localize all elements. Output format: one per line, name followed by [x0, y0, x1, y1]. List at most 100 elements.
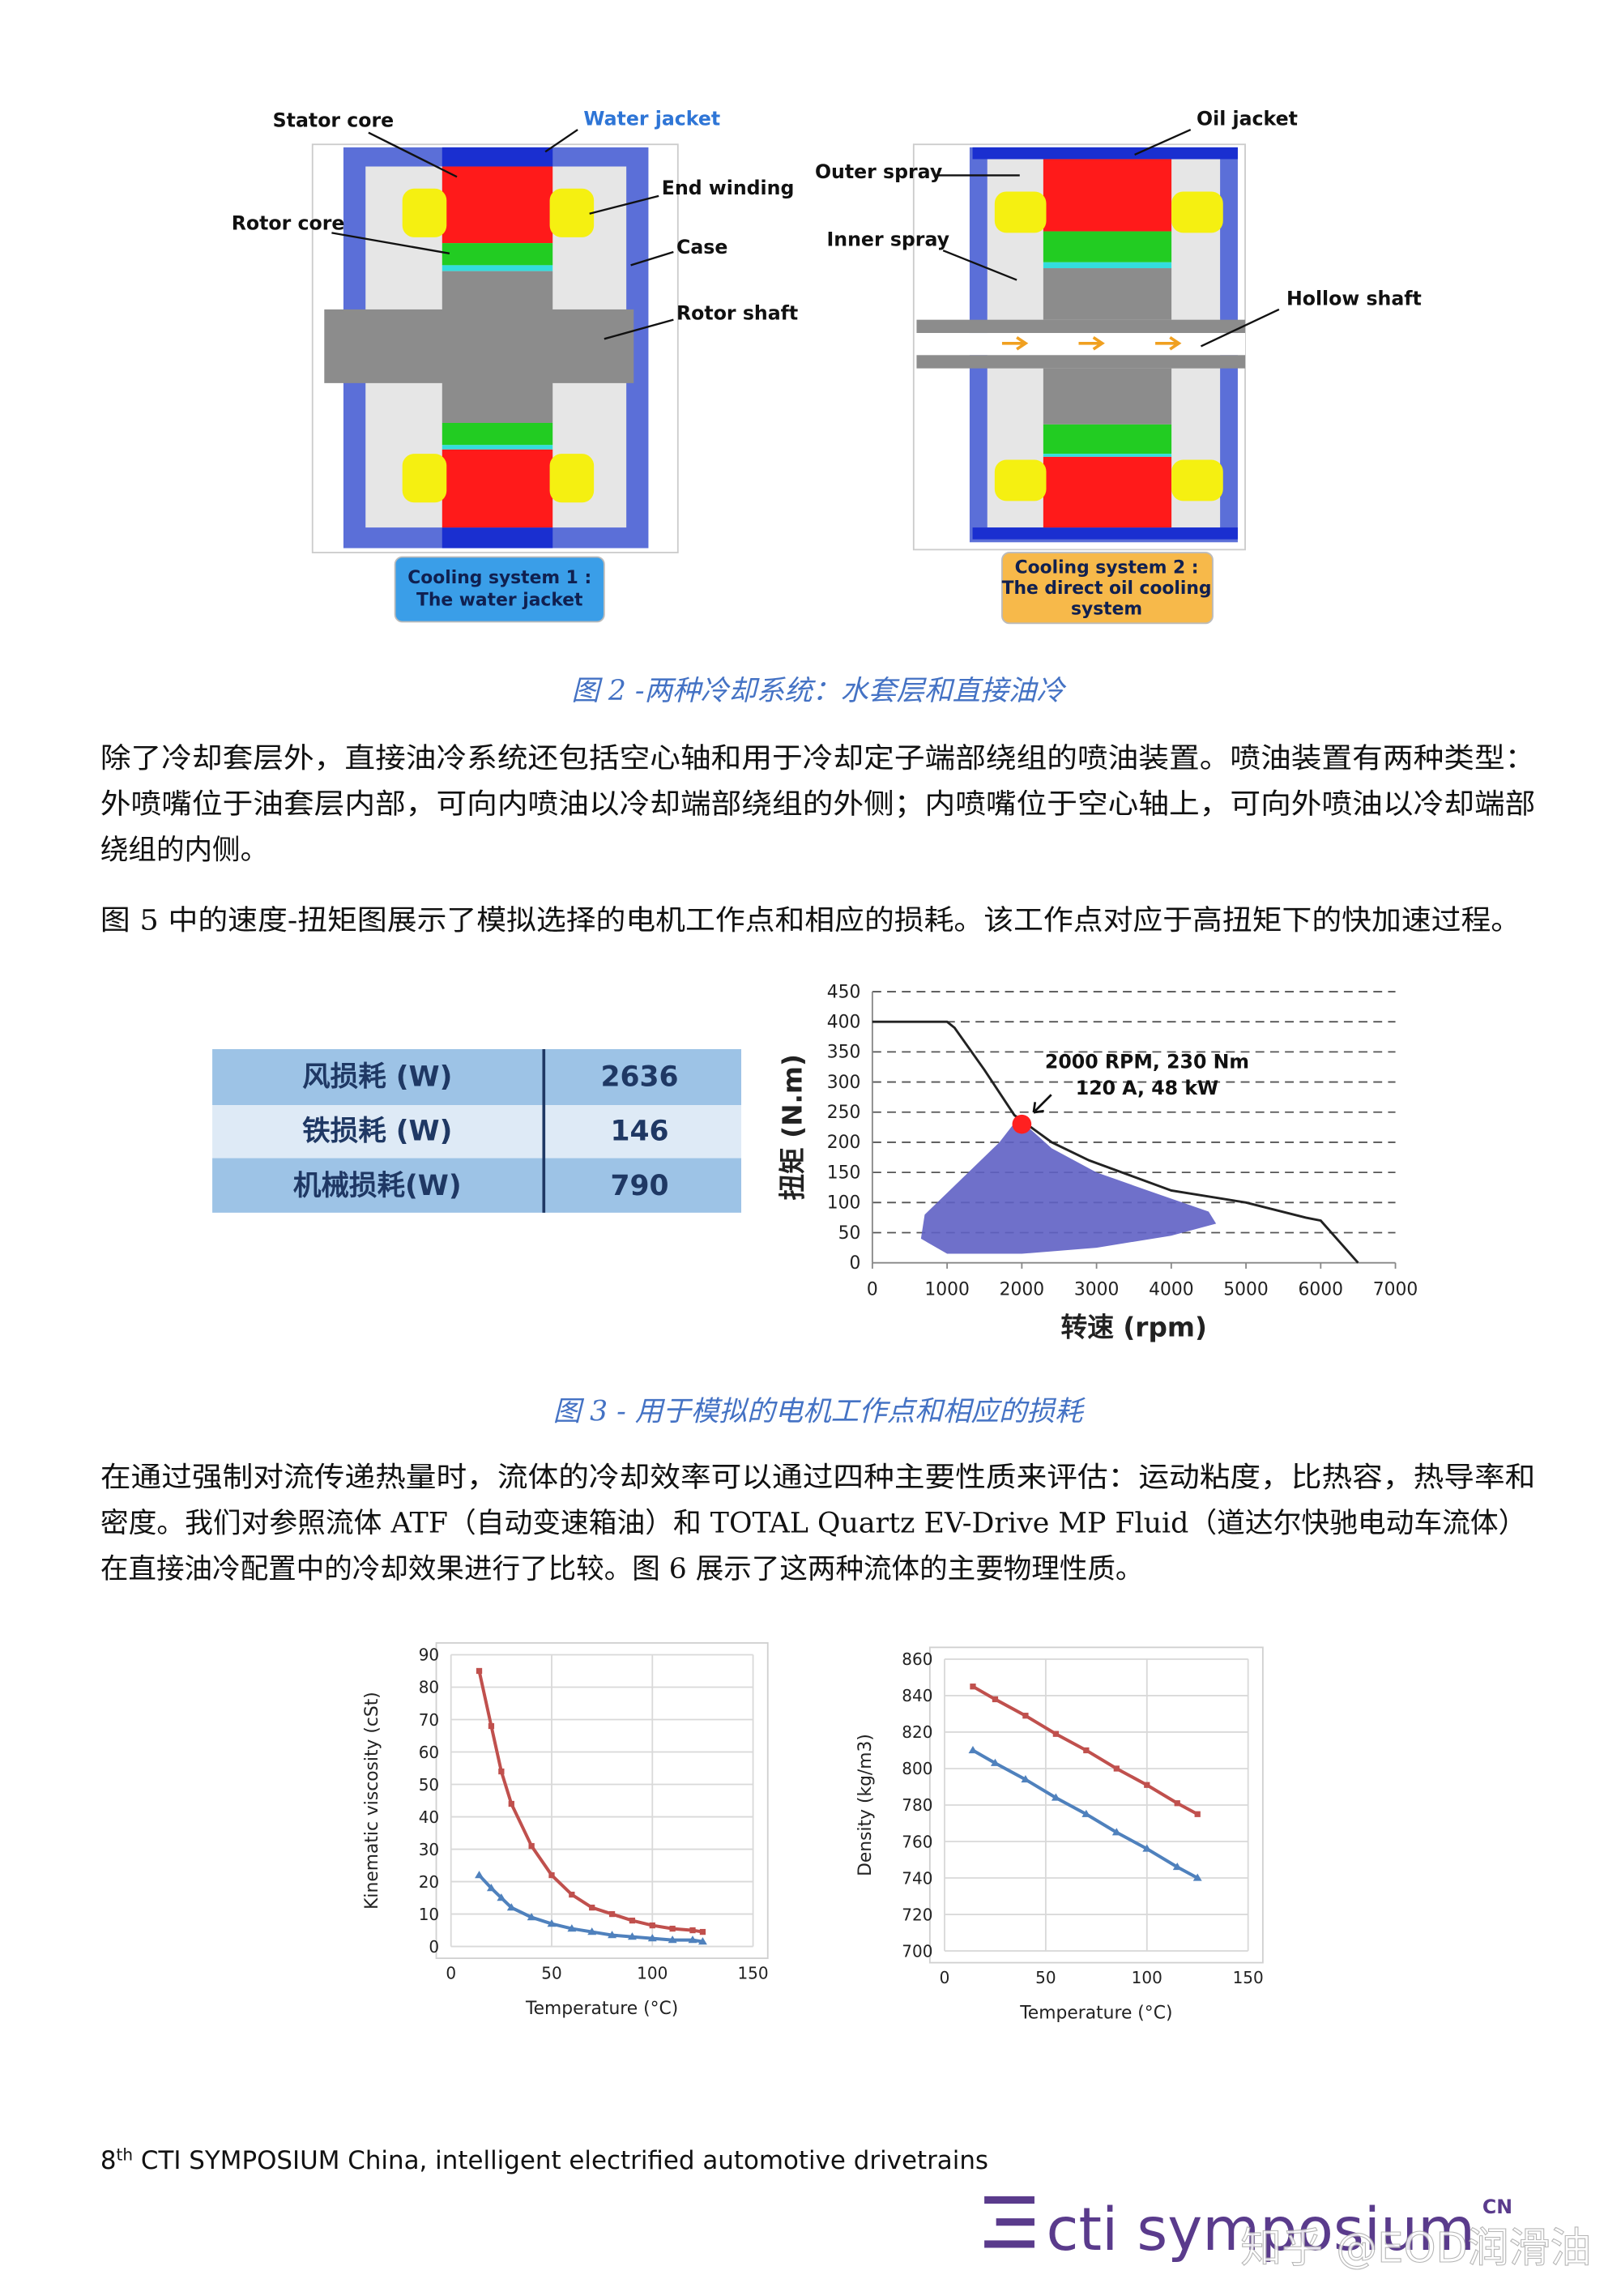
gap [1043, 262, 1172, 269]
y-tick-label: 10 [419, 1905, 439, 1924]
marker [589, 1904, 595, 1911]
y-tick-label: 30 [419, 1840, 439, 1859]
label: Rotor shaft [676, 302, 798, 325]
x-tick-label: 50 [1035, 1968, 1056, 1987]
y-tick-label: 840 [902, 1686, 932, 1705]
table-row [212, 1105, 742, 1159]
x-tick-label: 150 [737, 1964, 768, 1983]
x-axis-label: 转速 (rpm) [1061, 1312, 1207, 1343]
y-axis-label: Kinematic viscosity (cSt) [362, 1692, 382, 1910]
x-tick-label: 50 [541, 1964, 561, 1983]
gap [442, 265, 553, 271]
y-tick-label: 60 [419, 1743, 439, 1762]
efficiency-region [920, 1118, 1217, 1254]
marker [498, 1768, 505, 1775]
box-text: Cooling system 1 : [407, 568, 591, 588]
y-tick-label: 90 [419, 1645, 439, 1665]
label: End winding [662, 177, 795, 199]
chart: 0 10 20 30 40 50 60 70 80 90 0 50 100 150 Temperature … [362, 1642, 769, 2019]
series-line [872, 1020, 1359, 1264]
hollow-shaft [916, 355, 1246, 369]
paragraph-line: 绕组的内侧。 [100, 834, 268, 866]
paragraph-line: 外喷嘴位于油套层内部，可向内喷油以冷却端部绕组的外侧；内喷嘴位于空心轴上，可向外… [100, 788, 1535, 821]
loss-table: 风损耗 (W) 2636 铁损耗 (W) 146 机械损耗(W) 790 [212, 1048, 742, 1213]
marker [669, 1925, 676, 1932]
rotor-core [442, 243, 553, 266]
paragraph-line: 在通过强制对流传递热量时，流体的冷却效率可以通过四种主要性质来评估：运动粘度，比… [100, 1462, 1535, 1494]
marker [1021, 1775, 1030, 1783]
end-winding [994, 191, 1047, 233]
y-tick-label: 20 [419, 1872, 439, 1892]
marker [569, 1891, 575, 1898]
stator [442, 166, 553, 244]
marker [1174, 1800, 1180, 1807]
y-tick-label: 100 [827, 1193, 861, 1214]
table-cell: 机械损耗(W) [293, 1170, 462, 1202]
rotor [1043, 368, 1172, 425]
label: Oil jacket [1197, 108, 1298, 130]
y-tick-label: 250 [827, 1103, 861, 1123]
end-winding [402, 188, 447, 237]
marker [970, 1684, 976, 1690]
callout [1200, 308, 1280, 348]
x-tick-label: 6000 [1299, 1280, 1344, 1300]
rotor-shaft [324, 309, 634, 383]
table-cell: 2636 [600, 1061, 678, 1093]
end-winding [1171, 459, 1223, 501]
label: Water jacket [583, 108, 720, 130]
marker [475, 1871, 484, 1879]
chart: 0 50 100 150 200 250 300 350 400 450 0 1000 2000 3000… [778, 982, 1418, 1342]
marker [968, 1746, 978, 1754]
table-cell: 铁损耗 (W) [302, 1116, 452, 1148]
rotor [1043, 268, 1172, 320]
logo-badge: CN [1482, 2196, 1512, 2218]
label: Hollow shaft [1286, 287, 1422, 309]
y-tick-label: 740 [902, 1868, 932, 1888]
marker [567, 1924, 577, 1932]
footer-sup: th [117, 2144, 134, 2164]
y-tick-label: 450 [827, 982, 861, 1002]
y-tick-label: 50 [419, 1775, 439, 1795]
marker [527, 1913, 536, 1921]
marker [689, 1927, 696, 1934]
table-row [212, 1048, 742, 1106]
y-tick-label: 800 [902, 1759, 932, 1778]
system-box [1001, 552, 1214, 625]
y-tick-label: 780 [902, 1795, 932, 1815]
y-tick-label: 400 [827, 1012, 861, 1032]
marker [668, 1935, 677, 1944]
marker [506, 1903, 516, 1911]
marker [587, 1927, 597, 1935]
end-winding [402, 454, 447, 503]
rotor-core [442, 422, 553, 446]
x-tick-label: 2000 [1000, 1280, 1045, 1300]
y-tick-label: 0 [849, 1253, 860, 1274]
gap [1043, 454, 1172, 457]
diagram-oil-cooling: Oil jacket Outer spray Inner spray Hollo… [815, 108, 1422, 625]
gap [442, 445, 553, 450]
stator [1043, 456, 1172, 528]
marker [1172, 1863, 1182, 1871]
y-tick-label: 720 [902, 1905, 932, 1924]
callout [1134, 128, 1192, 156]
hollow-shaft [916, 319, 1246, 334]
marker [627, 1932, 637, 1940]
y-axis-label: 扭矩 (N.m) [778, 1054, 808, 1201]
marker [1142, 1844, 1152, 1852]
annotation: 2000 RPM, 230 Nm [1045, 1051, 1249, 1073]
x-tick-label: 100 [637, 1964, 668, 1983]
callout [589, 194, 659, 215]
marker [476, 1667, 483, 1675]
callout [544, 129, 578, 153]
chart: 700 720 740 760 780 800 820 840 860 0 50 100 150 Temp… [855, 1646, 1264, 2024]
plot-frame [435, 1642, 769, 1960]
footer-number: 8 [100, 2146, 117, 2175]
stator [1043, 159, 1172, 232]
oil-jacket [972, 147, 1238, 160]
end-winding [1171, 191, 1223, 233]
y-tick-label: 350 [827, 1043, 861, 1063]
marker [608, 1910, 616, 1918]
